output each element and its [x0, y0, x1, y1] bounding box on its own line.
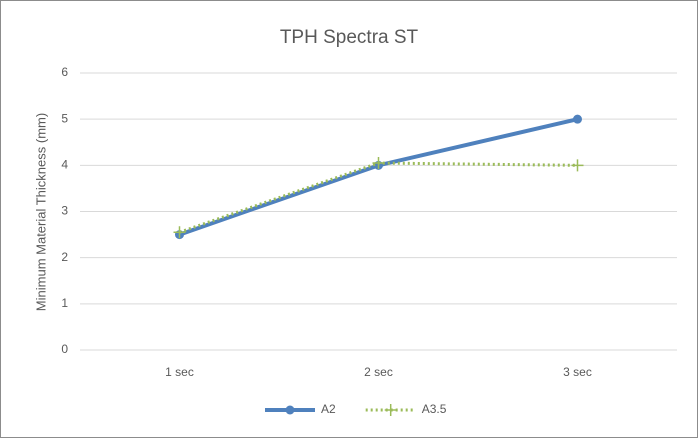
y-tick-label: 0 [61, 342, 68, 356]
chart-title: TPH Spectra ST [280, 27, 419, 48]
point [372, 157, 385, 170]
y-tick-label: 5 [61, 111, 68, 125]
y-tick-label: 6 [61, 65, 68, 79]
x-tick-label: 2 sec [364, 365, 393, 379]
y-axis-label: Minimum Material Thickness (mm) [33, 113, 48, 311]
legend-marker [285, 405, 295, 415]
y-tick-label: 2 [61, 250, 68, 264]
point [571, 159, 584, 172]
point [173, 226, 186, 239]
legend-marker [384, 404, 397, 416]
x-tick-label: 3 sec [563, 365, 592, 379]
point [573, 114, 582, 124]
y-tick-label: 4 [61, 158, 68, 172]
x-tick-label: 1 sec [165, 365, 194, 379]
y-tick-label: 1 [61, 296, 68, 310]
legend-label: A3.5 [422, 402, 447, 416]
y-tick-label: 3 [61, 204, 68, 218]
legend-label: A2 [321, 402, 336, 416]
